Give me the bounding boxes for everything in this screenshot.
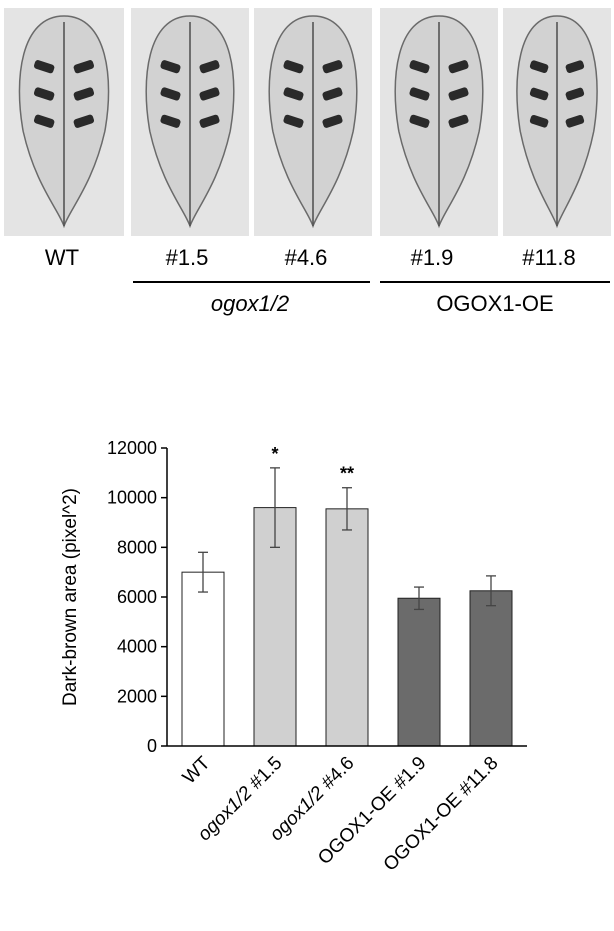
y-axis-label: Dark-brown area (pixel^2) <box>60 488 81 706</box>
wound-stain <box>529 60 549 73</box>
leaf-labels: WT #1.5 #4.6 #1.9 #11.8 ogox1/2 OGOX1-OE <box>45 245 610 316</box>
wound-stain <box>199 87 220 101</box>
y-tick-label: 2000 <box>117 686 157 706</box>
wound-stain <box>73 87 95 101</box>
y-tick-label: 6000 <box>117 587 157 607</box>
bar-chart: Dark-brown area (pixel^2) 0 2000 4000 6000 8… <box>60 438 527 876</box>
wound-stain <box>565 60 585 73</box>
x-tick-label: WT <box>179 752 215 788</box>
significance-mark: * <box>271 444 278 464</box>
wound-stain <box>199 60 220 74</box>
wound-stain <box>409 60 430 74</box>
wound-stain <box>322 60 343 74</box>
y-tick-label: 8000 <box>117 537 157 557</box>
bar <box>397 597 441 747</box>
leaf-image <box>503 8 611 236</box>
wound-stain <box>529 87 549 101</box>
leaf-label-oe-1-9: #1.9 <box>411 245 454 270</box>
y-ticks: 0 2000 4000 6000 8000 10000 12000 <box>107 438 167 756</box>
leaf-image <box>254 8 372 236</box>
leaf-image-panel <box>4 8 611 236</box>
leaf-image <box>4 8 124 236</box>
leaf-label-ogox-4-6: #4.6 <box>285 245 328 270</box>
wound-stain <box>448 60 469 74</box>
bar <box>181 571 225 747</box>
y-tick-label: 10000 <box>107 488 157 508</box>
wound-stain <box>73 114 95 128</box>
leaf-label-ogox-1-5: #1.5 <box>166 245 209 270</box>
significance-marks: *** <box>271 444 354 484</box>
y-tick-label: 12000 <box>107 438 157 458</box>
wound-stain <box>565 87 585 101</box>
wound-stain <box>33 87 55 101</box>
wound-stain <box>33 114 55 128</box>
wound-stain <box>33 60 55 74</box>
wound-stain <box>73 60 95 74</box>
wound-stain <box>409 87 430 101</box>
y-tick-label: 4000 <box>117 637 157 657</box>
wound-stain <box>322 114 343 128</box>
leaf-image <box>380 8 498 236</box>
bar <box>469 590 513 747</box>
leaf-image <box>131 8 249 236</box>
leaf-label-oe-11-8: #11.8 <box>522 245 575 270</box>
significance-mark: ** <box>340 464 354 484</box>
group-label-ogox: ogox1/2 <box>211 291 289 316</box>
wound-stain <box>409 114 430 128</box>
wound-stain <box>160 60 181 74</box>
error-bars <box>198 467 496 611</box>
wound-stain <box>283 60 304 74</box>
wound-stain <box>565 114 585 128</box>
group-label-oe: OGOX1-OE <box>436 291 553 316</box>
wound-stain <box>448 87 469 101</box>
bar <box>325 508 369 747</box>
wound-stain <box>529 114 549 128</box>
wound-stain <box>322 87 343 101</box>
wound-stain <box>199 114 220 128</box>
wound-stain <box>283 114 304 128</box>
wound-stain <box>283 87 304 101</box>
y-tick-label: 0 <box>147 736 157 756</box>
wound-stain <box>448 114 469 128</box>
leaf-label-wt: WT <box>45 245 79 270</box>
bars <box>181 507 513 747</box>
wound-stain <box>160 114 181 128</box>
wound-stain <box>160 87 181 101</box>
